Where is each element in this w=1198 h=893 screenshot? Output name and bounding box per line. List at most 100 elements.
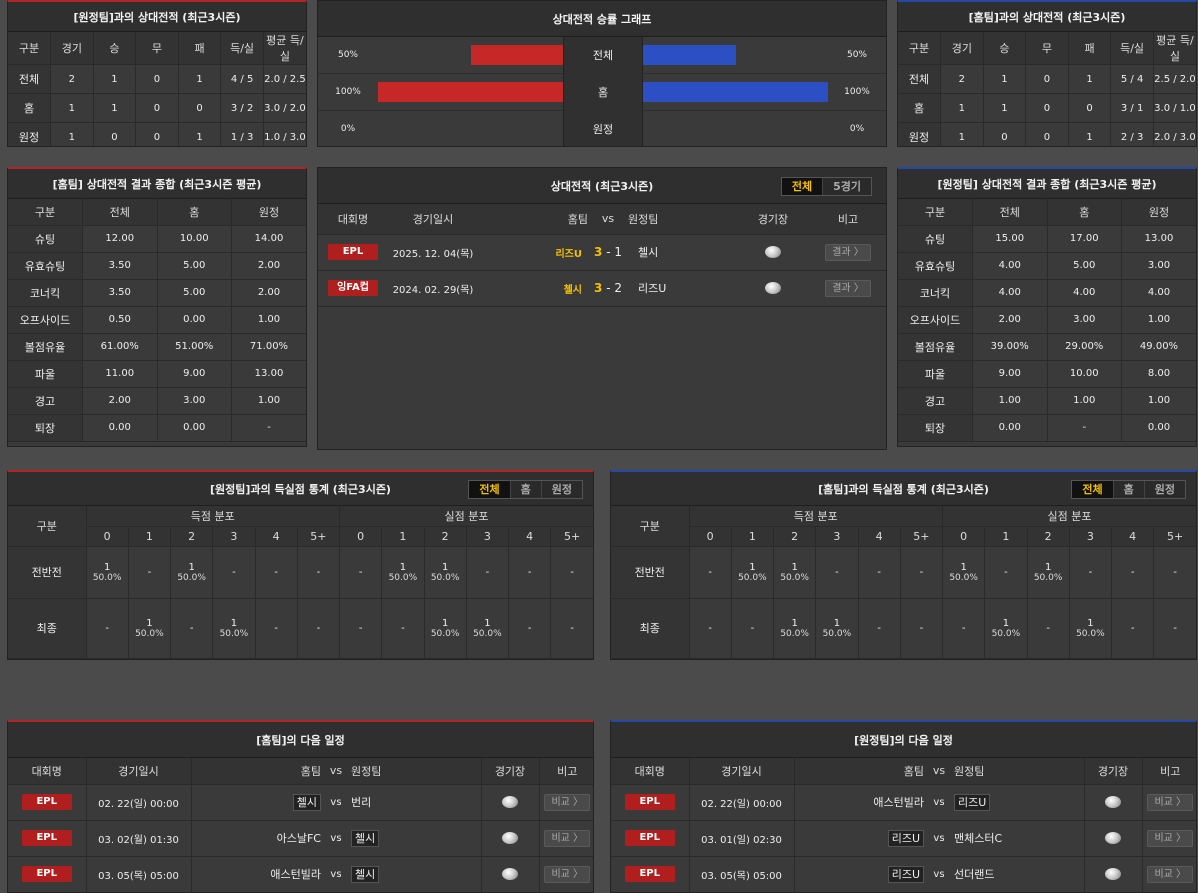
table-row: 전체 2 1 0 1 5 / 4 2.5 / 2.0: [898, 64, 1196, 94]
col-header: 원정: [231, 199, 306, 226]
result-button[interactable]: 결과 〉: [825, 243, 871, 261]
compare-button[interactable]: 비교 〉: [544, 829, 591, 847]
cell-value: 5.00: [157, 252, 232, 280]
col-note: 비고: [539, 758, 593, 785]
panel-title: [원정팀]의 다음 일정: [611, 722, 1196, 758]
goal-cell: 1 50.0%: [773, 546, 817, 599]
table-header: 대회명 경기일시 홈팀 vs 원정팀 경기장 비고: [318, 204, 886, 235]
table-header: 대회명 경기일시 홈팀 vs 원정팀 경기장 비고: [611, 758, 1196, 785]
col-venue: 경기장: [481, 758, 540, 785]
tab-5-games[interactable]: 5경기: [833, 180, 861, 193]
tab-all[interactable]: 전체: [1072, 481, 1114, 498]
tab-away[interactable]: 원정: [1154, 483, 1175, 496]
goal-cell: -: [508, 598, 552, 659]
col-goal-count: 1: [731, 526, 775, 547]
league-badge: EPL: [21, 830, 72, 846]
away-cell: 첼시: [351, 820, 482, 857]
row-label: 유효슈팅: [898, 252, 973, 280]
stadium-icon: [765, 246, 781, 258]
tab-all[interactable]: 전체: [469, 481, 511, 498]
goal-count: 1: [749, 561, 756, 573]
table-row: 코너킥 3.50 5.00 2.00: [8, 279, 306, 307]
col-note: 비고: [808, 204, 886, 235]
cell-value: 2.00: [972, 306, 1048, 334]
cell-value: 8.00: [1121, 360, 1196, 388]
col-goal-count: 4: [255, 526, 298, 547]
table-row: 전반전 1 50.0% -1 50.0% - - - -1 50.0% 1 50.0% - - -: [8, 546, 593, 599]
goal-cell: 1 50.0%: [984, 598, 1028, 659]
cell-value: 1 / 3: [220, 122, 264, 146]
vs-label: vs: [924, 820, 954, 857]
goal-cell: -: [731, 598, 775, 659]
stadium-icon: [1105, 868, 1121, 880]
note-cell: 비교 〉: [539, 784, 593, 821]
table-row: 오프사이드 0.50 0.00 1.00: [8, 306, 306, 334]
goal-cell: 1 50.0%: [212, 598, 256, 659]
col-goal-count: 5+: [1153, 526, 1196, 547]
row-label: 홈: [898, 93, 942, 123]
row-label: 볼점유율: [898, 333, 973, 361]
goal-count: 1: [1002, 617, 1010, 629]
col-away: 원정팀: [628, 204, 738, 235]
goals-tabs: 전체 홈 원정: [468, 480, 583, 499]
match-date: 02. 22(일) 00:00: [689, 784, 795, 821]
graph-row-label: 전체: [563, 36, 643, 74]
goal-cell: -: [858, 598, 901, 659]
cell-value: 39.00%: [972, 333, 1048, 361]
panel-title: [원정팀]과의 상대전적 (최근3시즌): [8, 2, 306, 32]
row-label: 코너킥: [898, 279, 973, 307]
goal-cell: 1 50.0%: [1069, 598, 1113, 659]
home-cell: 애스턴빌라: [191, 856, 321, 892]
home-team: 첼시: [563, 284, 582, 296]
stadium-icon: [502, 832, 518, 844]
goal-count: -: [485, 566, 490, 578]
cell-value: 49.00%: [1121, 333, 1196, 361]
col-vs: vs: [924, 758, 954, 785]
right-bar: [643, 45, 736, 65]
cell-value: 0: [1025, 122, 1069, 146]
league-cell: EPL: [611, 784, 690, 821]
goal-count: -: [877, 622, 881, 634]
cell-value: 3.0 / 2.0: [263, 93, 306, 123]
home-team: 리즈U: [887, 865, 924, 883]
result-button[interactable]: 결과 〉: [825, 279, 871, 297]
goal-cell: -: [86, 598, 129, 659]
table-header: 구분 경기 승 무 패 득/실 평균 득/실: [8, 32, 306, 65]
goal-cell: -: [381, 598, 425, 659]
compare-button[interactable]: 비교 〉: [1147, 793, 1194, 811]
cell-value: 0: [178, 93, 222, 123]
table-row: 원정 1 0 0 1 1 / 3 1.0 / 3.0: [8, 122, 306, 146]
goal-count: -: [1046, 622, 1050, 634]
left-percent: 0%: [340, 124, 356, 134]
league-badge: EPL: [624, 866, 675, 882]
cell-value: 3.00: [1047, 306, 1122, 334]
tab-all[interactable]: 전체: [781, 178, 824, 195]
cell-value: 61.00%: [82, 333, 158, 361]
venue-cell: [1084, 820, 1143, 857]
compare-button[interactable]: 비교 〉: [544, 865, 591, 883]
compare-button[interactable]: 비교 〉: [1147, 865, 1194, 883]
compare-button[interactable]: 비교 〉: [544, 793, 591, 811]
col-goal-count: 5+: [900, 526, 944, 547]
cell-value: 10.00: [1047, 360, 1122, 388]
tab-home[interactable]: 홈: [511, 481, 542, 498]
match-date: 03. 05(목) 05:00: [86, 856, 192, 892]
cell-value: 5.00: [157, 279, 232, 307]
league-cell: EPL: [8, 856, 87, 892]
goal-percent: 50.0%: [177, 572, 206, 583]
away-cell: 선더랜드: [954, 856, 1085, 892]
home-summary-panel: [홈팀] 상대전적 결과 종합 (최근3시즌 평균) 구분 전체 홈 원정 슈팅 12.0…: [7, 167, 307, 447]
panel-title-text: [홈팀]과의 득실점 통계 (최근3시즌): [818, 482, 989, 496]
left-bar: [470, 45, 563, 65]
compare-button[interactable]: 비교 〉: [1147, 829, 1194, 847]
panel-title: [원정팀] 상대전적 결과 종합 (최근3시즌 평균): [898, 169, 1196, 199]
goal-percent: 50.0%: [991, 628, 1021, 639]
right-bar: [643, 82, 828, 102]
tab-home[interactable]: 홈: [1114, 481, 1145, 498]
tab-away[interactable]: 원정: [551, 483, 572, 496]
goal-cell: 1 50.0%: [731, 546, 775, 599]
goal-count: -: [105, 622, 109, 634]
col-header: 구분: [8, 199, 83, 226]
cell-value: 3.50: [82, 279, 158, 307]
goal-count: -: [1130, 566, 1135, 578]
